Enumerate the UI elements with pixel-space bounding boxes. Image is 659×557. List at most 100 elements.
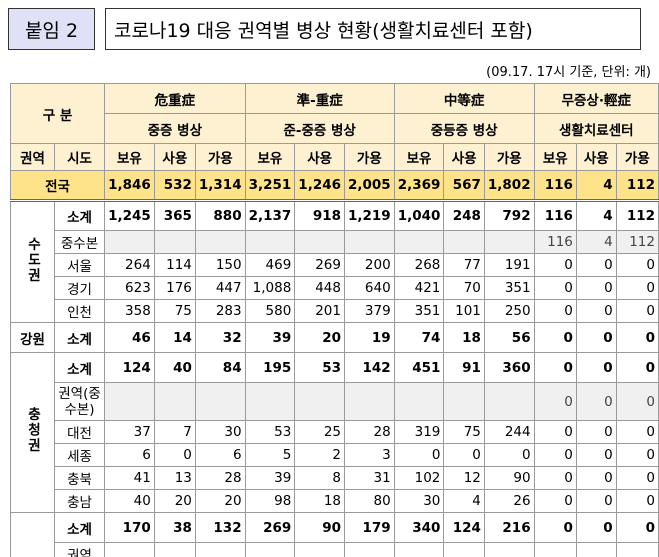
bed-table: 구 분 危重症 準-重症 中等症 무증상·輕症 중증 병상 준-중증 병상 중등증 병상 생활치… bbox=[9, 83, 659, 557]
cell: 0 bbox=[533, 420, 577, 444]
cell: 640 bbox=[344, 276, 395, 300]
cell: 18 bbox=[294, 489, 345, 513]
region-text: 충청권 bbox=[24, 407, 41, 454]
cell: 319 bbox=[393, 420, 445, 444]
cell: 0 bbox=[575, 253, 617, 277]
city-label: 대전 bbox=[53, 420, 106, 444]
cell: 1,245 bbox=[104, 200, 155, 231]
cell: 18 bbox=[443, 322, 485, 353]
metric-header: 가용 bbox=[344, 143, 395, 171]
city-label: 충남 bbox=[53, 489, 106, 513]
cell: 53 bbox=[294, 352, 345, 383]
cell: 0 bbox=[533, 443, 577, 467]
cell bbox=[104, 230, 155, 254]
group-subheader: 중증 병상 bbox=[104, 113, 246, 144]
cell: 77 bbox=[443, 253, 485, 277]
cell bbox=[153, 542, 196, 557]
cell: 0 bbox=[533, 276, 577, 300]
cell: 351 bbox=[393, 299, 445, 323]
cell: 1,314 bbox=[194, 170, 246, 202]
cell: 6 bbox=[104, 443, 155, 467]
cell: 1,088 bbox=[244, 276, 296, 300]
title: 코로나19 대응 권역별 병상 현황(생활치료센터 포함) bbox=[105, 8, 641, 50]
cell: 0 bbox=[533, 253, 577, 277]
cell bbox=[194, 230, 246, 254]
cell: 447 bbox=[194, 276, 246, 300]
cell: 90 bbox=[294, 512, 345, 543]
cell: 101 bbox=[443, 299, 485, 323]
cell: 451 bbox=[393, 352, 445, 383]
cell: 39 bbox=[244, 466, 296, 490]
cell bbox=[393, 230, 445, 254]
cell: 0 bbox=[615, 466, 659, 490]
cell: 1,846 bbox=[104, 170, 155, 202]
metric-header: 사용 bbox=[153, 143, 196, 171]
metric-header: 가용 bbox=[483, 143, 535, 171]
cell: 0 bbox=[393, 443, 445, 467]
table-row: 소계 170 38 132 269 90 179 340 124 216 0 0 0 bbox=[10, 512, 659, 557]
metric-header: 가용 bbox=[615, 143, 659, 171]
row-label: 전국 bbox=[9, 170, 106, 202]
group-header: 무증상·輕症 bbox=[533, 83, 659, 114]
city-label: 인천 bbox=[53, 299, 106, 323]
table-row: 중증 병상 준-중증 병상 중등증 병상 생활치료센터 bbox=[11, 113, 659, 144]
table-row: 구 분 危重症 準-重症 中等症 무증상·輕症 bbox=[9, 83, 659, 144]
metric-header: 가용 bbox=[194, 143, 246, 171]
cell: 0 bbox=[575, 299, 617, 323]
cell: 360 bbox=[483, 352, 535, 383]
cell: 28 bbox=[344, 420, 395, 444]
cell: 7 bbox=[153, 420, 196, 444]
cell: 142 bbox=[344, 352, 395, 383]
cell bbox=[104, 382, 155, 421]
cell bbox=[244, 230, 296, 254]
cell: 124 bbox=[443, 512, 485, 543]
cell: 1,219 bbox=[344, 200, 395, 231]
cell: 0 bbox=[615, 512, 659, 543]
city-label: 권역 bbox=[53, 542, 106, 557]
cell: 116 bbox=[533, 200, 577, 231]
cell bbox=[244, 542, 296, 557]
cell: 46 bbox=[104, 322, 155, 353]
cell: 0 bbox=[483, 443, 535, 467]
cell bbox=[483, 542, 535, 557]
cell bbox=[443, 382, 485, 421]
table-row: 충북 41 13 28 39 8 31 102 12 90 0 0 0 bbox=[11, 466, 659, 490]
cell: 176 bbox=[153, 276, 196, 300]
city-label: 경기 bbox=[53, 276, 106, 300]
cell: 448 bbox=[294, 276, 345, 300]
cell: 179 bbox=[344, 512, 395, 543]
cell: 0 bbox=[533, 489, 577, 513]
cell: 4 bbox=[575, 230, 617, 254]
cell: 40 bbox=[104, 489, 155, 513]
region-text: 수도권 bbox=[24, 236, 41, 284]
group-subheader: 준-중증 병상 bbox=[244, 113, 395, 144]
cell: 4 bbox=[443, 489, 485, 513]
city-label: 소계 bbox=[53, 512, 106, 543]
cell: 567 bbox=[443, 170, 485, 202]
cell bbox=[575, 542, 617, 557]
cell: 74 bbox=[393, 322, 445, 353]
cell: 0 bbox=[153, 443, 196, 467]
cell: 20 bbox=[194, 489, 246, 513]
cell: 4 bbox=[575, 200, 617, 231]
region-label: 강원 bbox=[10, 322, 55, 353]
group-header: 準-重症 bbox=[244, 83, 395, 114]
cell: 0 bbox=[575, 322, 617, 353]
cell: 20 bbox=[294, 322, 345, 353]
cell bbox=[294, 230, 345, 254]
metric-header: 보유 bbox=[244, 143, 296, 171]
cell: 116 bbox=[533, 230, 577, 254]
cell: 421 bbox=[393, 276, 445, 300]
cell: 84 bbox=[194, 352, 246, 383]
cell: 37 bbox=[104, 420, 155, 444]
cell: 532 bbox=[153, 170, 196, 202]
city-label: 소계 bbox=[53, 200, 106, 231]
cell: 0 bbox=[533, 512, 577, 543]
cell: 102 bbox=[393, 466, 445, 490]
group-subheader: 중등증 병상 bbox=[393, 113, 535, 144]
region-label bbox=[10, 512, 55, 557]
cell: 30 bbox=[393, 489, 445, 513]
metric-header: 보유 bbox=[104, 143, 155, 171]
cell: 5 bbox=[244, 443, 296, 467]
